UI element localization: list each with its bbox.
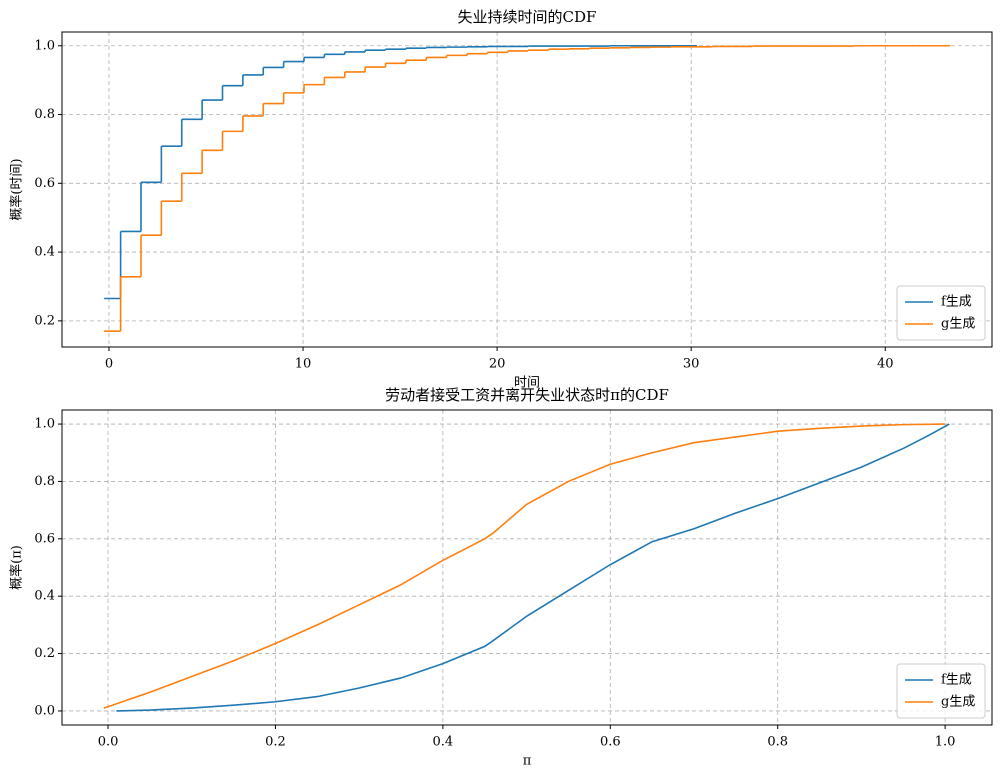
chart-title: 失业持续时间的CDF: [458, 8, 597, 26]
legend-label: g生成: [941, 695, 975, 710]
subplot: 劳动者接受工资并离开失业状态时π的CDF 0.0 0.2 0.4 0.6 0.8 1.0 0.…: [9, 386, 993, 769]
y-tick-label: 1.0: [34, 417, 55, 432]
x-tick-label: 0.4: [433, 735, 454, 750]
y-axis-label: 概率(π): [9, 545, 25, 590]
x-tick-label: 0.8: [767, 735, 788, 750]
legend: f生成 g生成: [896, 285, 986, 341]
plot-frame: [61, 409, 993, 726]
y-tick-label: 0.4: [34, 245, 55, 260]
y-tick-label: 1.0: [34, 38, 55, 53]
x-axis-label: π: [523, 754, 532, 769]
legend: f生成 g生成: [896, 663, 986, 719]
y-tick-label: 0.2: [34, 646, 55, 661]
subplot: 失业持续时间的CDF 0 10 20 30 40 0.2 0.4 0.6 0.8 1.0 时间 概率(时…: [9, 8, 993, 391]
x-tick-label: 1.0: [935, 735, 956, 750]
chart-title: 劳动者接受工资并离开失业状态时π的CDF: [385, 386, 669, 404]
y-tick-label: 0.6: [34, 176, 55, 191]
x-tick-label: 30: [683, 357, 700, 372]
x-tick-label: 0.6: [600, 735, 621, 750]
legend-box: [896, 663, 986, 719]
x-tick-label: 40: [877, 357, 894, 372]
y-tick-label: 0.6: [34, 531, 55, 546]
line: [116, 423, 950, 712]
legend-label: g生成: [941, 317, 975, 332]
y-tick-label: 0.8: [34, 474, 55, 489]
legend-label: f生成: [941, 673, 972, 688]
x-tick-label: 0.2: [265, 735, 286, 750]
x-axis-label: 时间: [514, 376, 540, 391]
y-tick-label: 0.4: [34, 589, 55, 604]
x-tick-label: 0.0: [98, 735, 119, 750]
y-tick-label: 0.0: [34, 703, 55, 718]
plot-frame: [61, 31, 993, 348]
legend-label: f生成: [941, 295, 972, 310]
x-tick-label: 10: [295, 357, 312, 372]
x-tick-label: 20: [489, 357, 506, 372]
y-tick-label: 0.2: [34, 313, 55, 328]
y-tick-label: 0.8: [34, 107, 55, 122]
line: [103, 423, 946, 709]
y-axis-label: 概率(时间): [9, 158, 25, 220]
legend-box: [896, 285, 986, 341]
x-tick-label: 0: [105, 357, 113, 372]
